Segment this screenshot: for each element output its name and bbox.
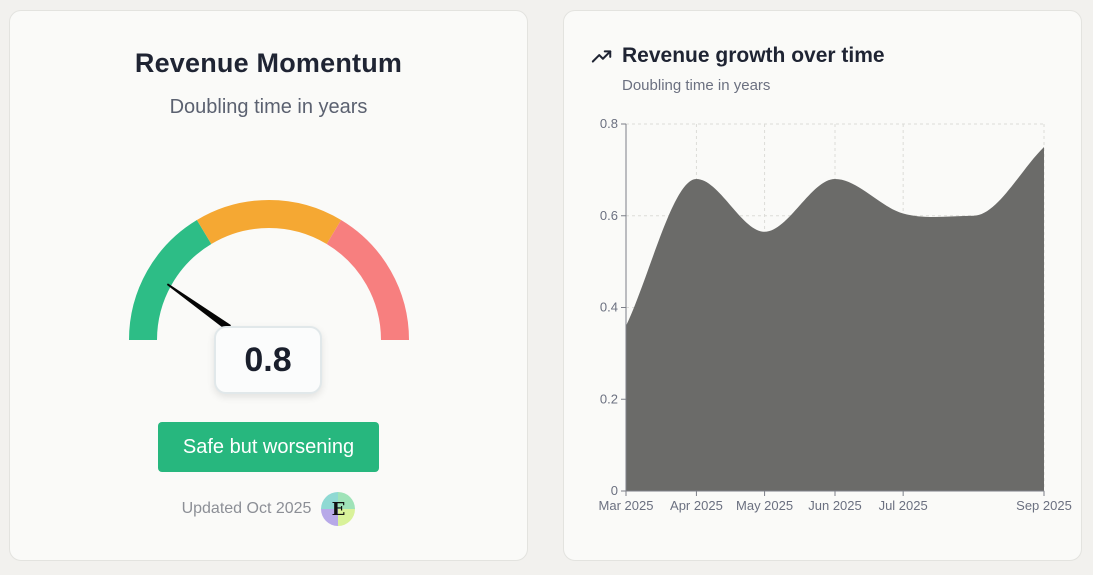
gauge-segment-caution: [196, 200, 342, 245]
y-tick-label: 0.8: [600, 116, 618, 131]
gauge-title: Revenue Momentum: [134, 48, 403, 78]
revenue-growth-card: Revenue growth over time Doubling time i…: [563, 10, 1082, 561]
chart-subtitle: Doubling time in years: [622, 77, 771, 94]
x-tick-label: Sep 2025: [1016, 498, 1072, 513]
status-badge: Safe but worsening: [158, 422, 379, 472]
y-tick-label: 0.2: [600, 391, 618, 406]
updated-timestamp: Updated Oct 2025: [181, 500, 312, 517]
x-tick-label: Apr 2025: [670, 498, 723, 513]
chart-title: Revenue growth over time: [622, 44, 885, 67]
x-tick-label: Jul 2025: [879, 498, 928, 513]
updated-row: Updated Oct 2025 E: [10, 491, 527, 527]
chart-header: Revenue growth over time: [591, 41, 885, 71]
gauge-dial: [129, 200, 409, 341]
gauge-subtitle: Doubling time in years: [169, 96, 368, 118]
x-tick-label: May 2025: [736, 498, 793, 513]
area-chart: 0 0.2 0.4 0.6 0.8 Mar 2025 Apr 2025 May 2025 Jun…: [599, 116, 1072, 513]
y-tick-label: 0: [611, 483, 618, 498]
gauge-segment-danger: [326, 220, 409, 341]
gauge-needle: [166, 283, 232, 331]
y-tick-label: 0.6: [600, 208, 618, 223]
avatar-letter: E: [331, 498, 346, 520]
gauge-segment-safe: [129, 220, 212, 341]
revenue-momentum-card: Revenue Momentum Doubling time in years …: [9, 10, 528, 561]
y-tick-label: 0.4: [600, 300, 618, 315]
area-series: [626, 146, 1044, 491]
trending-up-icon: [591, 50, 612, 63]
gauge-value: 0.8: [214, 326, 322, 394]
x-tick-label: Jun 2025: [808, 498, 862, 513]
avatar[interactable]: E: [321, 492, 356, 526]
x-tick-label: Mar 2025: [599, 498, 654, 513]
